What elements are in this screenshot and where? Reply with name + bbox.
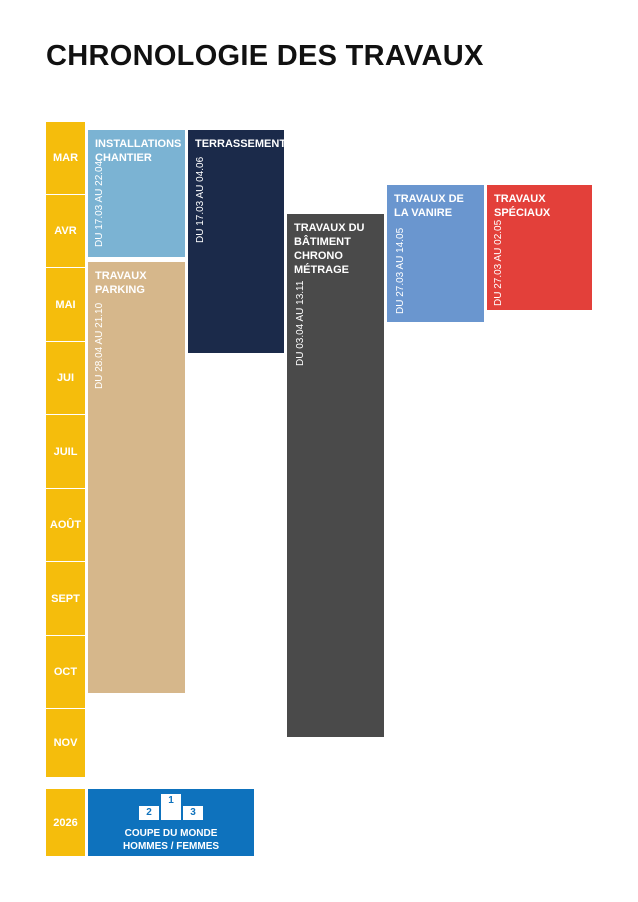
podium-step: 1	[161, 794, 181, 820]
month: AOÛT	[46, 489, 85, 562]
month: MAI	[46, 268, 85, 342]
task: TRAVAUX DE LA VANIRE	[387, 185, 484, 322]
task-dates: DU 28.04 AU 21.10	[94, 302, 105, 389]
task-label: TRAVAUX DU BÂTIMENT CHRONO MÉTRAGE	[294, 222, 365, 276]
task: TRAVAUX PARKING	[88, 262, 185, 693]
task-dates: DU 03.04 AU 13.11	[295, 280, 306, 366]
task-dates: DU 27.03 AU 02.05	[493, 219, 504, 306]
task-label: TRAVAUX PARKING	[95, 270, 147, 296]
event: 2 1 3 COUPE DU MONDE HOMMES / FEMMES	[88, 789, 254, 856]
month: NOV	[46, 709, 85, 777]
event-line: HOMMES / FEMMES	[122, 841, 220, 852]
podium-step: 2	[139, 806, 159, 820]
task-label: TRAVAUX DE LA VANIRE	[394, 193, 464, 219]
month: OCT	[46, 636, 85, 709]
task-label: TRAVAUX SPÉCIAUX	[494, 193, 551, 219]
month: AVR	[46, 195, 85, 268]
task-dates: DU 27.03 AU 14.05	[395, 227, 406, 314]
task: TRAVAUX SPÉCIAUX	[487, 185, 592, 310]
year: 2026	[46, 789, 85, 856]
month: MAR	[46, 122, 85, 195]
title: CHRONOLOGIE DES TRAVAUX	[46, 40, 484, 72]
task-dates: DU 17.03 AU 22.04	[94, 160, 105, 247]
task: TRAVAUX DU BÂTIMENT CHRONO MÉTRAGE	[287, 214, 384, 737]
task: TERRASSEMENT	[188, 130, 287, 353]
podium-step: 3	[183, 806, 203, 820]
task-dates: DU 17.03 AU 04.06	[195, 156, 206, 243]
event-line: COUPE DU MONDE	[124, 828, 218, 839]
month: JUIL	[46, 415, 85, 489]
event-label: COUPE DU MONDE HOMMES / FEMMES	[88, 827, 254, 853]
month: SEPT	[46, 562, 85, 636]
task: INSTALLATIONS CHANTIER	[88, 130, 185, 257]
month: JUI	[46, 342, 85, 415]
task-label: TERRASSEMENT	[195, 138, 287, 150]
task-label: INSTALLATIONS CHANTIER	[95, 138, 182, 164]
